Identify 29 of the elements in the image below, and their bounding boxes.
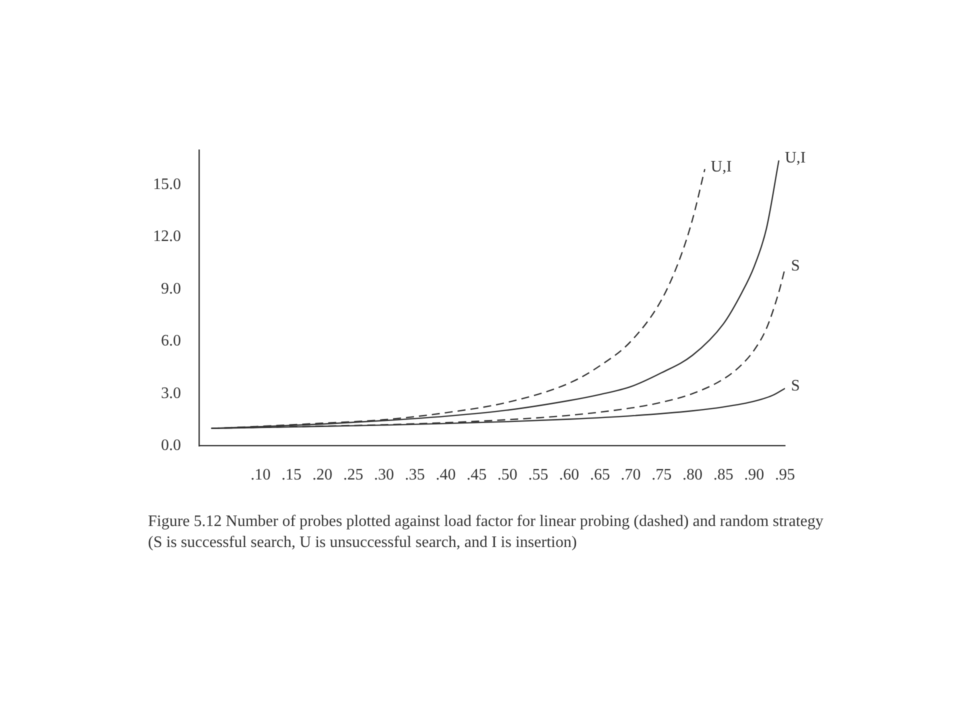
annotation: U,I xyxy=(784,150,806,167)
y-tick-label: 3.0 xyxy=(161,384,181,402)
annotation: U,I xyxy=(710,158,732,176)
x-tick-label: .40 xyxy=(436,466,456,484)
x-tick-label: .75 xyxy=(652,466,672,484)
annotation: S xyxy=(791,258,800,275)
x-tick-label: .15 xyxy=(282,466,302,484)
y-tick-label: 6.0 xyxy=(161,332,181,350)
x-tick-label: .70 xyxy=(620,466,641,484)
y-tick-label: 0.0 xyxy=(161,437,181,454)
x-tick-label: .95 xyxy=(775,466,795,484)
x-tick-label: .65 xyxy=(590,466,610,484)
x-tick-label: .60 xyxy=(559,466,580,484)
x-tick-label: .90 xyxy=(744,466,764,484)
x-tick-label: .25 xyxy=(343,466,364,484)
x-tick-label: .45 xyxy=(466,466,487,484)
x-tick-label: .35 xyxy=(404,466,425,484)
x-tick-label: .30 xyxy=(374,466,394,484)
x-tick-label: .55 xyxy=(528,466,548,484)
x-tick-label: .20 xyxy=(312,466,332,484)
y-tick-label: 12.0 xyxy=(153,228,181,246)
y-tick-label: 9.0 xyxy=(161,280,181,298)
y-tick-label: 15.0 xyxy=(153,176,181,194)
x-tick-label: .50 xyxy=(497,466,518,484)
annotation: S xyxy=(791,378,800,395)
x-tick-label: .85 xyxy=(713,466,734,484)
x-tick-label: .80 xyxy=(682,466,702,484)
x-tick-label: .10 xyxy=(250,466,271,484)
caption: Figure 5.12 Number of probes plotted against load factor for linear probing (dashed) and random strategy (S is successful search, U is unsuccessful search, and I is insertion) xyxy=(148,512,824,553)
